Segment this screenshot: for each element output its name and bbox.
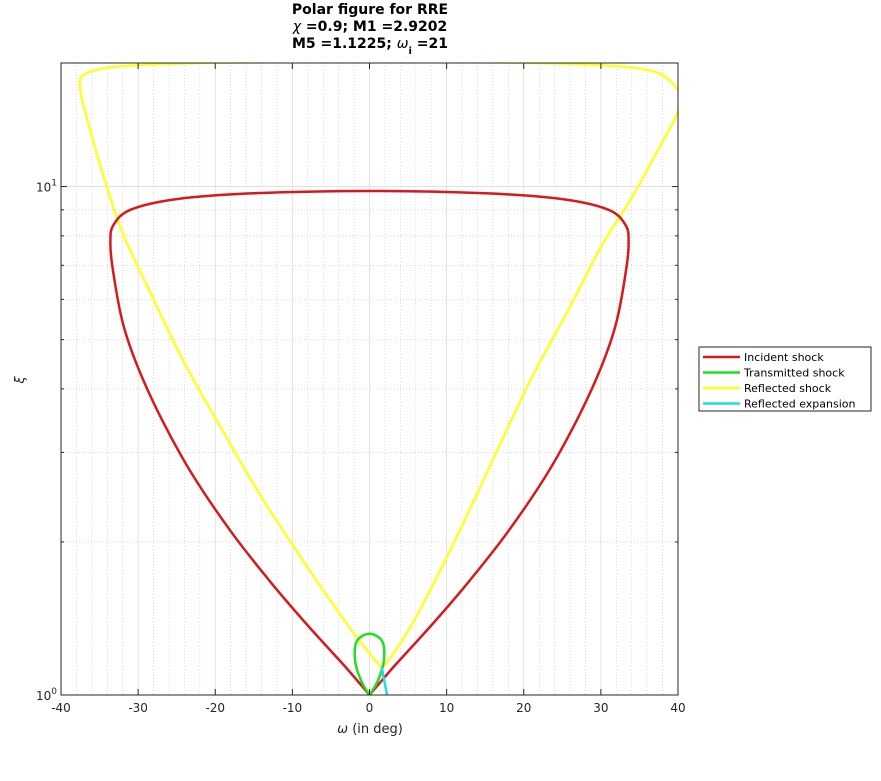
legend-label-incident-shock: Incident shock	[744, 351, 824, 364]
transmitted-shock-curve	[353, 632, 386, 695]
x-tick-label: 0	[366, 701, 374, 715]
x-tick-label: -40	[51, 701, 71, 715]
reflected-shock-curve	[78, 63, 678, 670]
omega-subscript: i	[408, 46, 411, 57]
tick-labels: -40 -30 -20 -10 0 10 20 30 40 100 101	[36, 179, 686, 715]
x-tick-label: -30	[128, 701, 148, 715]
chart-title-line-3-pre: M5 =1.1225;	[292, 36, 397, 52]
x-axis-label: ω (in deg)	[337, 722, 403, 737]
chart-title-line-3: M5 =1.1225; ωi =21	[292, 36, 448, 57]
legend-label-transmitted-shock: Transmitted shock	[743, 367, 845, 380]
chart-title-line-3-post: =21	[412, 36, 448, 52]
chart-title-line-2-rest: =0.9; M1 =2.9202	[301, 19, 447, 35]
chi-symbol: χ	[292, 19, 302, 35]
series-layer	[78, 63, 678, 695]
reflected-expansion-curve	[380, 666, 389, 695]
chart-title-line-1: Polar figure for RRE	[292, 2, 448, 18]
omega-symbol: ω	[397, 36, 409, 52]
y-axis-label: ξ	[13, 376, 28, 385]
x-tick-label: 40	[670, 701, 685, 715]
x-tick-label: 10	[439, 701, 454, 715]
x-tick-label: -10	[283, 701, 303, 715]
chart-title-line-2: χ =0.9; M1 =2.9202	[292, 19, 447, 35]
y-tick-label: 100	[36, 687, 57, 703]
legend-label-reflected-shock: Reflected shock	[744, 382, 832, 395]
legend-label-reflected-expansion: Reflected expansion	[744, 398, 856, 411]
y-tick-label: 101	[36, 179, 57, 195]
x-tick-label: 30	[593, 701, 608, 715]
x-axis-omega-symbol: ω	[337, 722, 348, 737]
ticks	[60, 63, 679, 696]
x-tick-label: -20	[205, 701, 225, 715]
x-axis-label-rest: (in deg)	[348, 722, 403, 737]
legend: Incident shock Transmitted shock Reflected…	[698, 346, 872, 412]
x-tick-label: 20	[516, 701, 531, 715]
incident-shock-curve	[109, 189, 630, 695]
grid	[60, 63, 679, 696]
